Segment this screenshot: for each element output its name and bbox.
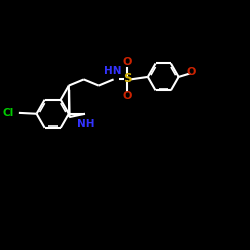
Text: O: O xyxy=(186,67,196,77)
Text: S: S xyxy=(123,72,132,85)
Text: HN: HN xyxy=(104,66,121,76)
Text: O: O xyxy=(122,92,132,102)
Text: NH: NH xyxy=(78,119,95,129)
Text: Cl: Cl xyxy=(3,108,14,118)
Text: O: O xyxy=(122,58,132,68)
